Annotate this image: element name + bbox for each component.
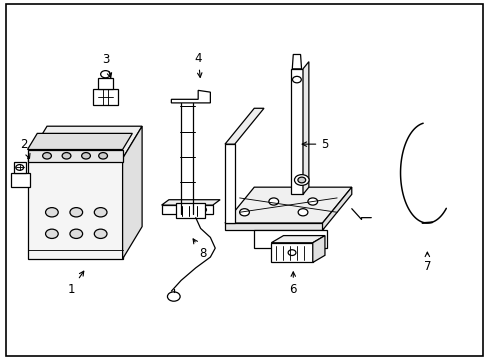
Circle shape <box>70 229 82 238</box>
Polygon shape <box>312 235 325 262</box>
Circle shape <box>298 209 307 216</box>
Circle shape <box>70 208 82 217</box>
Polygon shape <box>161 205 212 214</box>
Text: 6: 6 <box>289 272 296 296</box>
Polygon shape <box>271 235 325 243</box>
Text: 8: 8 <box>193 239 206 260</box>
Polygon shape <box>98 78 113 89</box>
Polygon shape <box>292 54 301 69</box>
Polygon shape <box>176 203 205 218</box>
Polygon shape <box>27 149 122 162</box>
Polygon shape <box>27 134 132 149</box>
Circle shape <box>292 76 301 83</box>
Circle shape <box>42 153 51 159</box>
Circle shape <box>45 229 58 238</box>
Circle shape <box>62 153 71 159</box>
Polygon shape <box>224 108 264 144</box>
Text: 7: 7 <box>423 252 430 273</box>
Polygon shape <box>122 126 142 259</box>
Circle shape <box>99 153 107 159</box>
Circle shape <box>94 208 107 217</box>
Circle shape <box>101 71 110 78</box>
Circle shape <box>81 153 90 159</box>
Circle shape <box>16 165 23 170</box>
Circle shape <box>94 229 107 238</box>
Polygon shape <box>271 243 312 262</box>
Polygon shape <box>322 187 351 230</box>
Polygon shape <box>14 162 26 173</box>
Polygon shape <box>93 89 118 105</box>
Circle shape <box>268 198 278 205</box>
Text: 2: 2 <box>20 138 30 158</box>
Text: 3: 3 <box>102 53 111 77</box>
Circle shape <box>45 208 58 217</box>
Polygon shape <box>254 230 327 248</box>
Polygon shape <box>11 173 30 187</box>
Polygon shape <box>171 90 210 103</box>
Circle shape <box>294 175 308 185</box>
Circle shape <box>199 207 206 212</box>
Circle shape <box>297 177 305 183</box>
Polygon shape <box>224 187 351 223</box>
Polygon shape <box>290 69 303 194</box>
Text: 5: 5 <box>302 138 328 150</box>
Polygon shape <box>224 223 322 230</box>
Text: 1: 1 <box>67 271 83 296</box>
Circle shape <box>180 207 186 212</box>
Polygon shape <box>161 200 220 205</box>
Circle shape <box>239 209 249 216</box>
Polygon shape <box>224 144 234 223</box>
Polygon shape <box>303 62 308 194</box>
Text: 4: 4 <box>194 51 202 77</box>
Circle shape <box>167 292 180 301</box>
Circle shape <box>307 198 317 205</box>
Polygon shape <box>27 126 142 158</box>
Polygon shape <box>27 158 122 259</box>
Circle shape <box>287 250 295 256</box>
